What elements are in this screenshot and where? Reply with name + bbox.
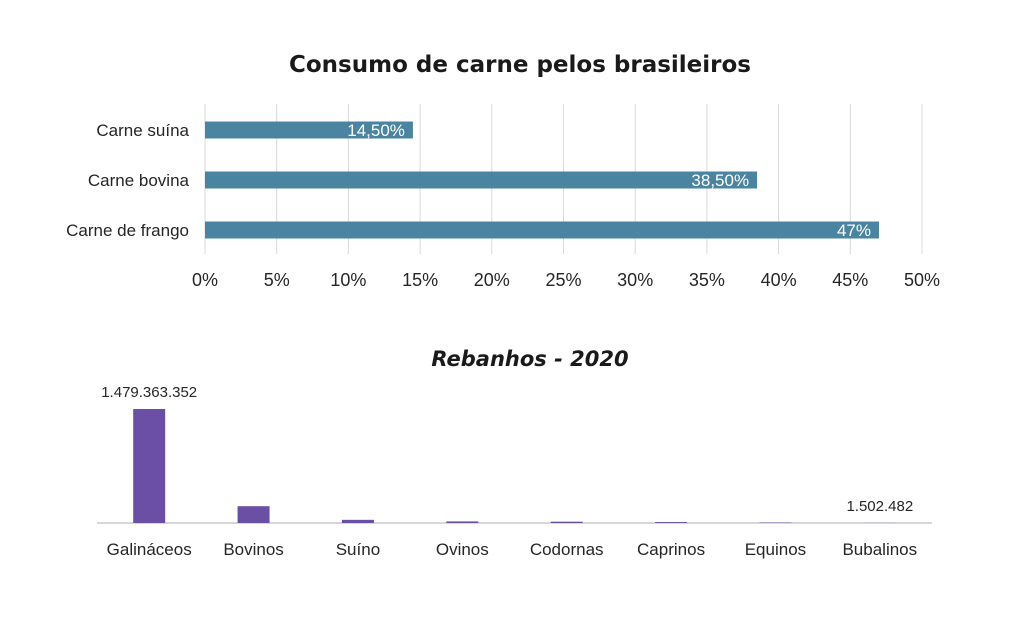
chart2-category-labels: Galináceos Bovinos Suíno Ovinos Codornas Capr… [107, 540, 917, 559]
chart1-x-tick-label: 30% [617, 270, 653, 290]
chart2-bar [550, 521, 583, 523]
chart1-x-tick-label: 40% [761, 270, 797, 290]
chart1-category-label: Carne suína [96, 121, 189, 140]
chart1-bar [205, 171, 758, 189]
chart2-category-label: Suíno [336, 540, 380, 559]
chart1-title: Consumo de carne pelos brasileiros [289, 52, 751, 78]
chart1-bars [205, 121, 879, 239]
chart1-x-tick-label: 50% [904, 270, 940, 290]
chart1-x-tick-labels: 0% 5% 10% 15% 20% 25% 30% 35% 40% 45% 50% [192, 270, 940, 290]
chart1-data-labels: 14,50% 38,50% 47% [347, 121, 871, 240]
chart1-x-tick-label: 20% [474, 270, 510, 290]
chart1-x-tick-label: 25% [545, 270, 581, 290]
chart1-bar [205, 121, 413, 139]
chart2-bars [133, 409, 896, 523]
chart1-bar [205, 221, 879, 239]
chart2-category-label: Equinos [745, 540, 806, 559]
herds-chart: Rebanhos - 2020 Galináceos Bovinos Suíno Ov… [97, 347, 932, 559]
chart1-x-tick-label: 45% [832, 270, 868, 290]
chart2-bar [133, 409, 166, 523]
chart1-x-tick-label: 15% [402, 270, 438, 290]
chart1-x-tick-label: 0% [192, 270, 218, 290]
chart2-bar [446, 521, 479, 523]
chart2-title: Rebanhos - 2020 [431, 347, 628, 371]
chart2-category-label: Bubalinos [842, 540, 917, 559]
chart2-data-label: 1.502.482 [846, 498, 913, 515]
chart1-x-tick-label: 10% [330, 270, 366, 290]
chart1-category-labels: Carne suína Carne bovina Carne de frango [66, 121, 189, 240]
chart2-category-label: Galináceos [107, 540, 192, 559]
chart1-x-tick-label: 35% [689, 270, 725, 290]
chart1-x-tick-label: 5% [264, 270, 290, 290]
chart2-bar [237, 506, 270, 523]
chart2-category-label: Ovinos [436, 540, 489, 559]
chart1-category-label: Carne de frango [66, 221, 189, 240]
chart1-category-label: Carne bovina [88, 171, 190, 190]
chart2-bar [341, 519, 374, 523]
chart2-category-label: Caprinos [637, 540, 705, 559]
chart2-category-label: Codornas [530, 540, 604, 559]
chart2-data-label: 1.479.363.352 [101, 384, 197, 401]
chart2-data-labels: 1.479.363.352 1.502.482 [101, 384, 913, 515]
chart1-data-label: 38,50% [691, 171, 749, 190]
chart2-category-label: Bovinos [223, 540, 283, 559]
meat-consumption-chart: Consumo de carne pelos brasileiros Carne… [66, 52, 940, 290]
chart1-data-label: 14,50% [347, 121, 405, 140]
chart1-data-label: 47% [837, 221, 871, 240]
chart2-bar [655, 522, 688, 523]
